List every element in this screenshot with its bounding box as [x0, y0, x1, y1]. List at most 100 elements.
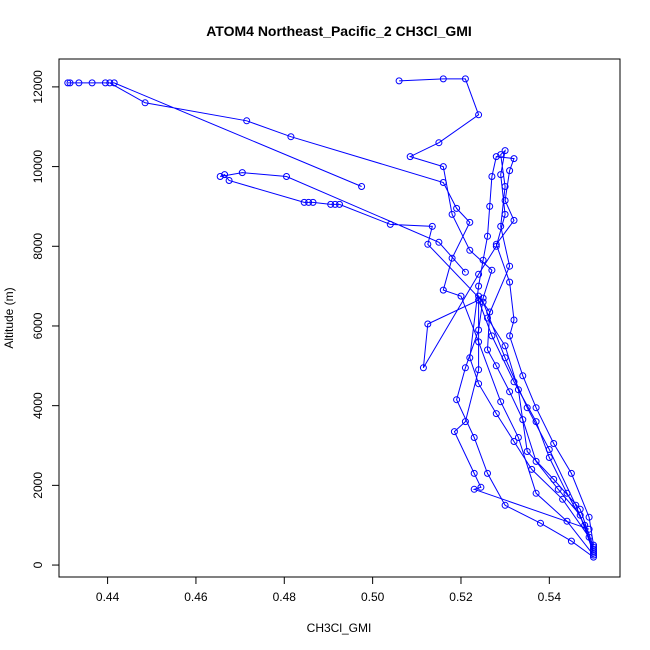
data-point [506, 262, 514, 270]
data-point [461, 364, 469, 372]
profile-series [64, 79, 597, 559]
data-point [395, 77, 403, 85]
data-point [470, 434, 478, 441]
data-point [439, 179, 447, 186]
data-point [448, 210, 456, 218]
data-point [488, 173, 496, 180]
profile-series [466, 153, 597, 549]
data-point [585, 513, 593, 521]
data-point [550, 440, 558, 447]
data-point [475, 380, 483, 388]
data-point [501, 183, 509, 190]
data-point [532, 404, 540, 412]
data-point [537, 519, 544, 527]
data-point [484, 469, 491, 477]
data-point [506, 167, 514, 175]
y-axis: 0 2000 4000 6000 8000 10000 12000 [31, 70, 60, 568]
data-point [435, 238, 443, 246]
data-point [484, 314, 491, 322]
data-point [501, 354, 509, 362]
data-point [514, 434, 522, 441]
series-line [67, 82, 594, 556]
data-point [510, 438, 518, 445]
data-point [523, 448, 531, 455]
data-point [475, 111, 483, 119]
data-point [424, 240, 432, 248]
data-point [453, 204, 461, 212]
series-line [469, 156, 594, 546]
data-point [470, 485, 478, 493]
data-point [492, 242, 500, 250]
x-tick-label: 0.50 [361, 590, 385, 604]
data-point [64, 79, 72, 87]
data-point [559, 495, 567, 503]
data-point [510, 155, 518, 163]
data-point [110, 79, 118, 87]
profile-series [450, 292, 597, 557]
data-point [492, 240, 500, 248]
data-point [567, 537, 575, 545]
data-point [519, 416, 527, 424]
x-axis: 0.44 0.46 0.48 0.50 0.52 0.54 [96, 576, 561, 604]
x-tick-label: 0.46 [184, 590, 208, 604]
x-tick-label: 0.44 [96, 590, 120, 604]
data-point [66, 79, 74, 87]
data-point [450, 428, 458, 436]
data-point [484, 346, 491, 354]
data-point [461, 75, 469, 83]
data-point [283, 173, 290, 180]
data-point [106, 79, 114, 87]
y-tick-label: 6000 [31, 312, 45, 339]
data-point [439, 286, 447, 294]
data-point [488, 266, 496, 274]
data-point [327, 200, 335, 208]
data-point [479, 256, 487, 264]
data-point [243, 117, 251, 125]
y-tick-label: 4000 [31, 392, 45, 419]
x-tick-label: 0.52 [449, 590, 473, 604]
data-point [479, 298, 487, 306]
y-axis-label: Altitude (m) [2, 287, 16, 348]
data-point [424, 320, 432, 328]
data-point [470, 469, 478, 477]
y-tick-label: 12000 [31, 70, 45, 104]
data-point [528, 465, 536, 473]
data-point [501, 210, 509, 218]
profile-series [395, 75, 597, 561]
data-point [466, 246, 474, 254]
data-point [475, 282, 483, 290]
data-point [486, 308, 494, 316]
data-point [506, 278, 514, 286]
data-point [419, 364, 427, 372]
series-line [220, 172, 594, 550]
series-line [399, 78, 594, 558]
series-line [422, 149, 594, 552]
data-point [510, 216, 518, 224]
data-point [545, 446, 553, 453]
data-point [336, 200, 343, 208]
data-point [492, 362, 500, 370]
data-point [475, 270, 483, 278]
data-point [506, 332, 514, 340]
data-point [216, 173, 224, 180]
data-point [457, 292, 465, 300]
data-point [475, 292, 483, 300]
y-tick-label: 8000 [31, 233, 45, 260]
data-point [554, 485, 562, 493]
x-axis-label: CH3Cl_GMI [307, 621, 372, 635]
data-point [448, 254, 456, 262]
data-point [305, 198, 313, 206]
chart-title: ATOM4 Northeast_Pacific_2 CH3Cl_GMI [206, 23, 472, 39]
data-point [309, 198, 317, 206]
profile-series [216, 169, 597, 553]
y-tick-label: 2000 [31, 472, 45, 499]
y-tick-label: 10000 [31, 150, 45, 184]
data-point [501, 197, 509, 204]
data-point [300, 198, 308, 206]
data-point [466, 218, 474, 226]
data-point [287, 133, 295, 141]
series-line [453, 294, 594, 554]
data-point [532, 489, 540, 497]
data-point [439, 75, 447, 83]
data-point [492, 153, 500, 161]
